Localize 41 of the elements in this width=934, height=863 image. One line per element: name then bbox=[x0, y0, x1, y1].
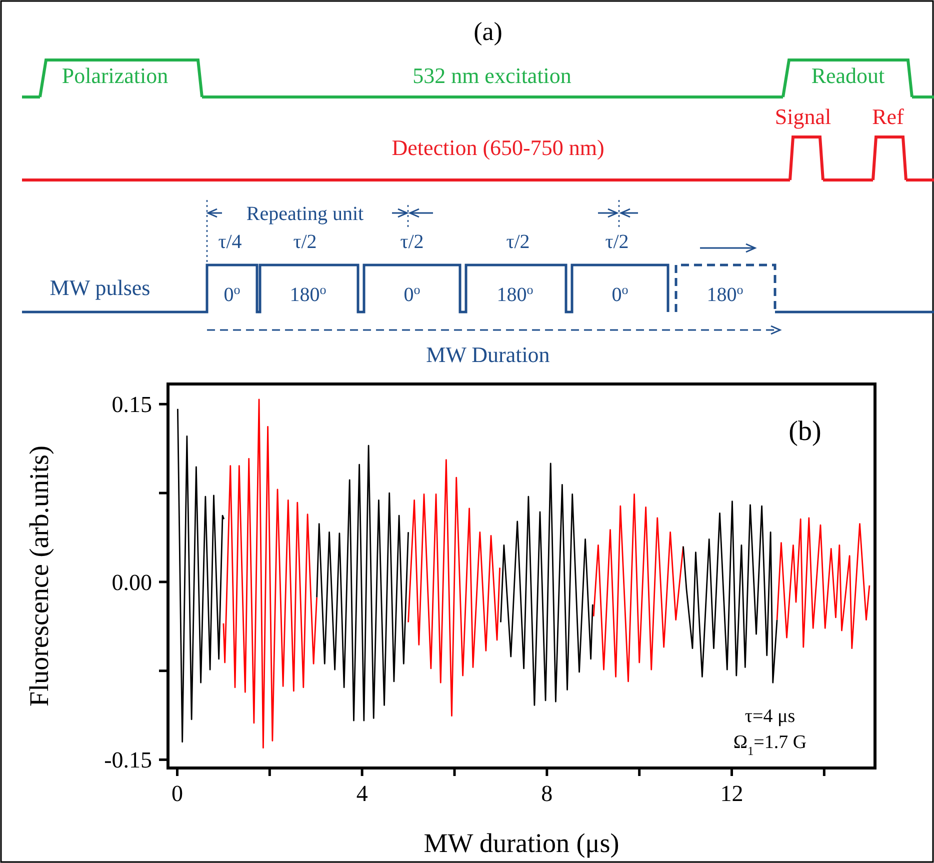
line-series bbox=[408, 459, 500, 717]
text: τ/2 bbox=[506, 231, 530, 253]
text: MW Duration bbox=[426, 342, 550, 367]
x-tick-label: 4 bbox=[356, 781, 368, 806]
text: MW pulses bbox=[50, 275, 150, 300]
text: Readout bbox=[811, 63, 885, 88]
text: τ/4 bbox=[218, 231, 242, 253]
y-tick-label: 0.00 bbox=[112, 570, 152, 595]
text: τ/2 bbox=[605, 231, 629, 253]
text: 180$^{o}$ bbox=[706, 282, 744, 306]
line-series bbox=[682, 500, 778, 684]
y-tick-label: -0.15 bbox=[104, 748, 152, 773]
text: 180$^{o}$ bbox=[496, 282, 534, 306]
text: Polarization bbox=[62, 63, 168, 88]
text: 0$^{o}$ bbox=[612, 282, 628, 306]
y-tick-label: 0.15 bbox=[112, 392, 152, 418]
text: Detection (650-750 nm) bbox=[392, 135, 604, 160]
line-series bbox=[776, 517, 870, 649]
line-series bbox=[316, 444, 409, 722]
line-series bbox=[222, 398, 318, 749]
annotation: Ω$_{1}$=1.7 G bbox=[733, 732, 807, 758]
text: Ref bbox=[872, 104, 905, 129]
line-series bbox=[177, 408, 225, 743]
text: (b) bbox=[788, 416, 822, 447]
text: τ/2 bbox=[293, 231, 317, 253]
text: 0$^{o}$ bbox=[224, 282, 240, 306]
text: τ/2 bbox=[400, 231, 424, 253]
x-tick-label: 0 bbox=[171, 781, 183, 806]
annotation: τ=4 μs bbox=[744, 706, 796, 727]
text: Repeating unit bbox=[246, 203, 364, 225]
x-tick-label: 12 bbox=[720, 781, 744, 806]
x-axis-title: MW duration (μs) bbox=[424, 828, 620, 858]
y-axis-title: Fluorescence (arb.units) bbox=[24, 446, 54, 706]
text: 180$^{o}$ bbox=[290, 282, 326, 306]
line-series bbox=[500, 462, 594, 706]
text: 532 nm excitation bbox=[412, 63, 572, 88]
text: 0$^{o}$ bbox=[404, 282, 420, 306]
text: (a) bbox=[474, 17, 502, 46]
x-tick-label: 8 bbox=[541, 781, 553, 806]
line-series bbox=[592, 494, 684, 682]
text: Signal bbox=[774, 104, 832, 129]
